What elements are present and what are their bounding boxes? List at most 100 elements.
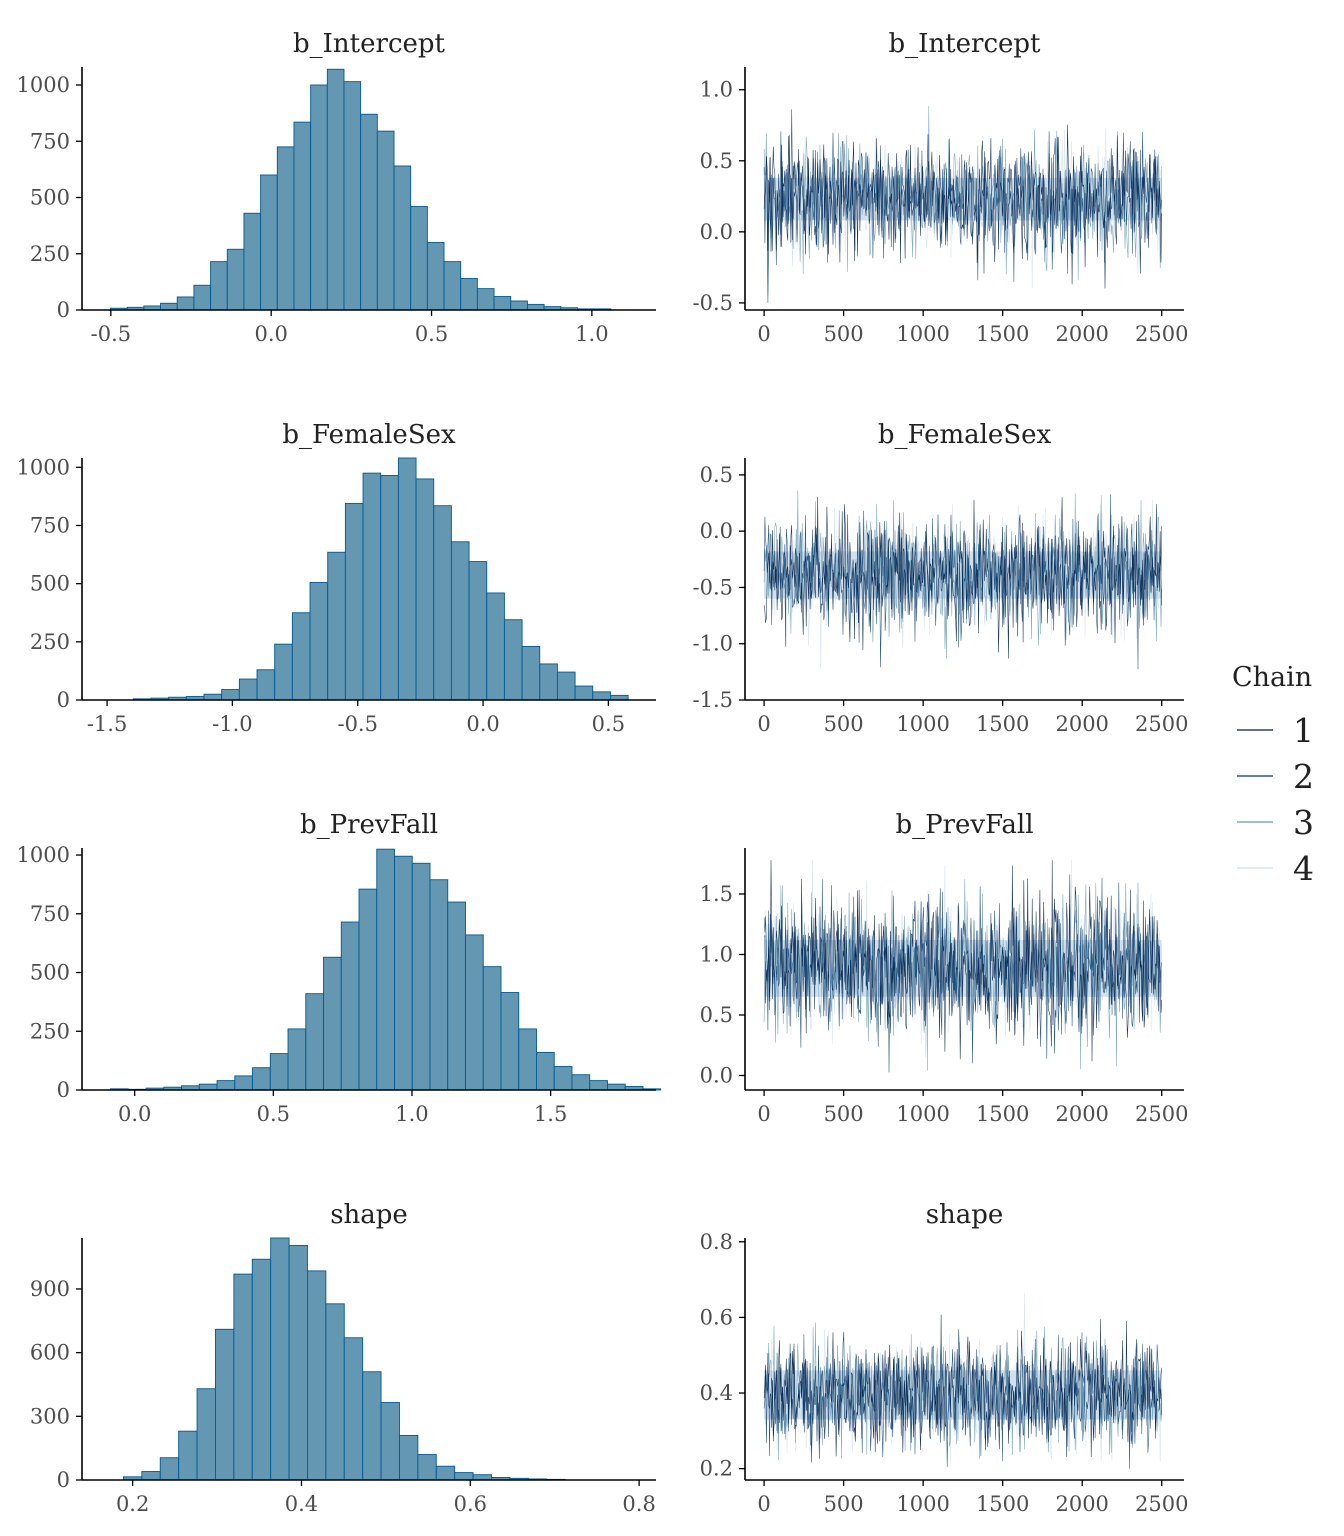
panel-title: shape	[926, 1200, 1004, 1230]
histogram-bar	[397, 457, 417, 701]
histogram-bar	[276, 146, 295, 311]
trace-panel-2: b_FemaleSex 0 500 1000 1500 2000 2500 -1.5 -1.0 -…	[693, 420, 1189, 736]
histogram-bar	[536, 1051, 555, 1091]
x-tick-label: 500	[824, 1492, 864, 1516]
x-tick-label: 0	[757, 1102, 770, 1126]
histogram-bar	[274, 643, 293, 701]
histogram-bar	[465, 934, 484, 1091]
x-tick-label: 1.0	[575, 322, 608, 346]
histogram-bar	[344, 502, 364, 701]
histogram-bar	[417, 1454, 437, 1481]
x-tick-label: 1500	[976, 322, 1029, 346]
x-tick-label: 1.5	[534, 1102, 567, 1126]
y-tick-label: 0.2	[700, 1457, 733, 1481]
histogram-bar	[435, 1465, 456, 1481]
x-tick-label: 2500	[1135, 712, 1188, 736]
histogram-bar	[433, 505, 452, 701]
y-tick-label: 1.0	[700, 942, 733, 966]
y-tick-label: 250	[30, 1019, 70, 1043]
y-tick-label: 300	[30, 1404, 70, 1428]
histogram-bar	[260, 174, 278, 311]
histogram-bar	[360, 113, 378, 311]
histogram-bar	[450, 541, 470, 701]
x-tick-label: -0.5	[91, 322, 132, 346]
y-tick-label: 1000	[17, 843, 70, 867]
histogram-bar	[343, 1337, 364, 1481]
histogram-bar	[160, 302, 178, 311]
panel-title: b_FemaleSex	[282, 420, 456, 450]
histogram-bar	[476, 288, 495, 311]
histogram-bar	[592, 691, 611, 701]
legend-label-chain-3: 3	[1293, 803, 1314, 842]
histogram-bar	[178, 1430, 198, 1481]
chain-2-trace	[763, 1329, 1162, 1469]
x-tick-label: 1500	[976, 1102, 1029, 1126]
y-tick-label: 900	[30, 1277, 70, 1301]
histogram-bar	[325, 1303, 345, 1481]
histogram-bar	[553, 1066, 573, 1091]
trace-panel-3: b_PrevFall 0 500 1000 1500 2000 2500 0.0 0.5 1.0 1…	[700, 810, 1189, 1126]
panel-title: b_Intercept	[293, 29, 446, 59]
x-tick-label: 1500	[976, 1492, 1029, 1516]
x-tick-label: 500	[824, 712, 864, 736]
chain-legend: Chain 1 2 3 4	[1232, 662, 1314, 888]
x-tick-label: 2000	[1055, 1492, 1108, 1516]
x-tick-label: 0.2	[116, 1492, 149, 1516]
histogram-bar	[399, 1434, 419, 1481]
histogram-bar	[305, 993, 324, 1091]
y-tick-label: 0	[57, 1468, 70, 1492]
histogram-bar	[307, 1270, 327, 1481]
y-tick-label: 0	[57, 688, 70, 712]
histogram-bar	[362, 472, 382, 701]
histogram-bar	[288, 1244, 308, 1481]
histogram-bar	[411, 862, 431, 1091]
histogram-bar	[233, 1273, 253, 1481]
histogram-bar	[521, 646, 541, 701]
histogram-bar	[256, 669, 276, 701]
x-tick-label: 1000	[896, 712, 949, 736]
y-tick-label: 1.5	[700, 882, 733, 906]
x-tick-label: 2500	[1135, 1492, 1188, 1516]
histogram-bar	[526, 303, 545, 311]
y-tick-label: 0.5	[700, 1003, 733, 1027]
histogram-bar	[221, 689, 240, 701]
histogram-bar	[362, 1371, 382, 1481]
legend-items: 1 2 3 4	[1237, 711, 1314, 888]
histogram-bar	[468, 561, 488, 701]
histogram-bar	[176, 296, 195, 311]
histogram-bar	[358, 888, 378, 1091]
x-tick-label: 2000	[1055, 712, 1108, 736]
histogram-bar	[226, 248, 245, 311]
histogram-bar	[216, 1080, 236, 1091]
histogram-bar	[243, 212, 262, 311]
panel-title: b_Intercept	[889, 29, 1042, 59]
x-tick-label: 0.5	[415, 322, 448, 346]
histogram-bar	[410, 206, 428, 311]
y-tick-label: 0.5	[700, 149, 733, 173]
histogram-bar	[203, 693, 223, 701]
x-tick-label: 0.0	[254, 322, 287, 346]
y-tick-label: 0	[57, 298, 70, 322]
x-tick-label: 0	[757, 712, 770, 736]
histogram-bar	[327, 551, 346, 701]
histogram-panel-2: b_FemaleSex -1.5 -1.0 -0.5 0.0 0.5 0 250 500 750 1…	[17, 420, 656, 736]
x-tick-label: 0.0	[118, 1102, 151, 1126]
histogram-bar	[238, 678, 258, 701]
histogram-bar	[198, 1083, 218, 1091]
histogram-bar	[447, 901, 466, 1091]
x-tick-label: 2000	[1055, 1102, 1108, 1126]
x-tick-label: 1.0	[395, 1102, 428, 1126]
x-tick-label: 0.6	[454, 1492, 487, 1516]
x-tick-label: 1000	[896, 1492, 949, 1516]
y-tick-label: 1000	[17, 73, 70, 97]
y-tick-label: -1.5	[693, 688, 734, 712]
y-tick-label: 500	[30, 186, 70, 210]
y-tick-label: 0	[57, 1078, 70, 1102]
histogram-bar	[270, 1237, 290, 1481]
legend-label-chain-1: 1	[1293, 711, 1314, 750]
y-tick-label: 0.4	[700, 1381, 733, 1405]
histogram-bar	[518, 1028, 537, 1091]
histogram-bar	[326, 68, 345, 311]
histogram-bar	[269, 1053, 289, 1091]
y-tick-label: 500	[30, 961, 70, 985]
